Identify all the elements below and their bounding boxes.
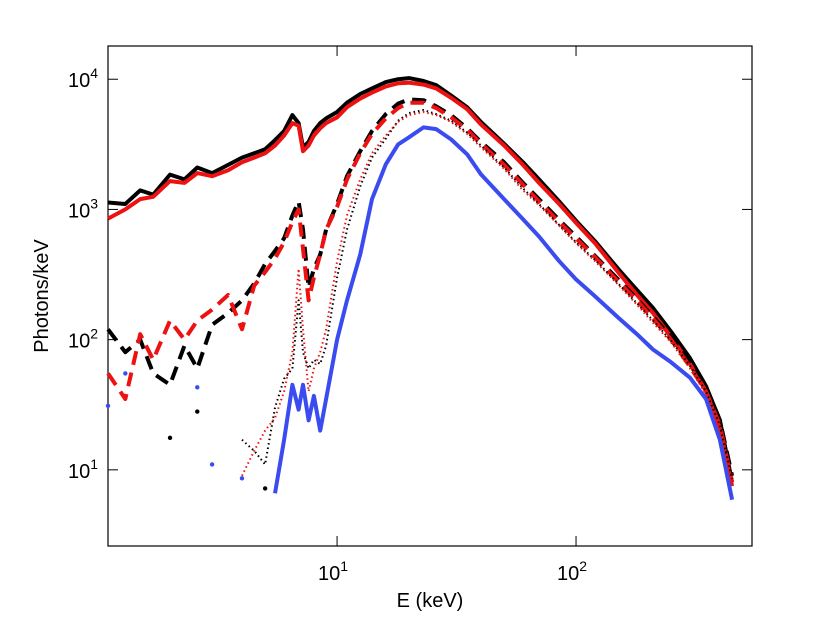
data-point bbox=[239, 476, 245, 481]
series-line bbox=[273, 125, 735, 501]
data-point bbox=[123, 371, 128, 376]
data-point bbox=[105, 403, 111, 409]
x-tick-label: 102 bbox=[557, 558, 587, 585]
data-point bbox=[195, 409, 200, 414]
data-point bbox=[195, 385, 200, 390]
y-tick-label: 101 bbox=[68, 456, 98, 483]
y-tick-label: 104 bbox=[68, 65, 98, 92]
y-tick-label: 102 bbox=[68, 326, 98, 353]
plot-frame bbox=[107, 45, 753, 547]
x-tick-label: 101 bbox=[318, 558, 348, 585]
y-tick-label: 103 bbox=[68, 195, 98, 222]
series-line bbox=[106, 100, 735, 483]
data-point bbox=[209, 462, 215, 467]
series-line bbox=[241, 109, 734, 480]
series-line bbox=[107, 80, 735, 487]
series-line bbox=[107, 76, 735, 483]
y-axis-label: Photons/keV bbox=[31, 239, 53, 353]
series-line bbox=[106, 97, 735, 477]
data-point bbox=[167, 435, 173, 441]
series-line bbox=[241, 111, 734, 483]
x-axis-label: E (keV) bbox=[397, 590, 464, 612]
data-point bbox=[262, 486, 268, 491]
